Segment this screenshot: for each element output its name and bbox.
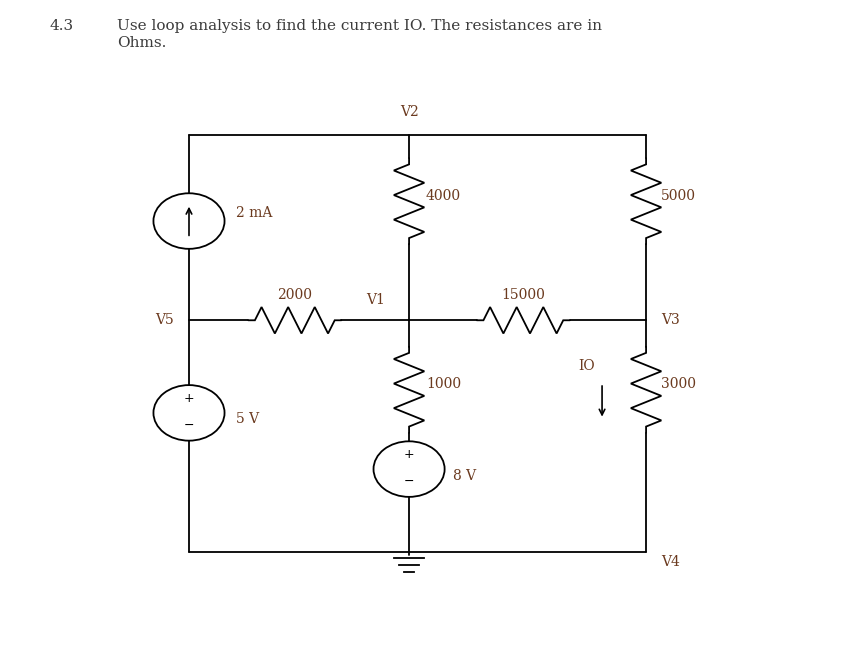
Text: 2000: 2000: [277, 287, 313, 301]
Text: +: +: [404, 448, 414, 461]
Text: 4.3: 4.3: [49, 19, 73, 33]
Text: −: −: [184, 419, 194, 432]
Text: −: −: [404, 475, 414, 488]
Text: V3: V3: [661, 313, 680, 327]
Text: V5: V5: [155, 313, 174, 327]
Text: 2 mA: 2 mA: [235, 206, 272, 220]
Text: V4: V4: [661, 555, 680, 569]
Text: +: +: [184, 392, 194, 405]
Text: 4000: 4000: [426, 189, 461, 203]
Text: IO: IO: [579, 360, 596, 374]
Text: 1000: 1000: [426, 378, 461, 392]
Text: 5000: 5000: [661, 189, 696, 203]
Text: 15000: 15000: [502, 287, 545, 301]
Text: 8 V: 8 V: [453, 469, 476, 483]
Text: 5 V: 5 V: [235, 412, 259, 426]
Text: 3000: 3000: [661, 378, 696, 392]
Text: Use loop analysis to find the current IO. The resistances are in
Ohms.: Use loop analysis to find the current IO…: [117, 19, 602, 49]
Text: V2: V2: [400, 105, 418, 119]
Text: V1: V1: [366, 293, 385, 307]
